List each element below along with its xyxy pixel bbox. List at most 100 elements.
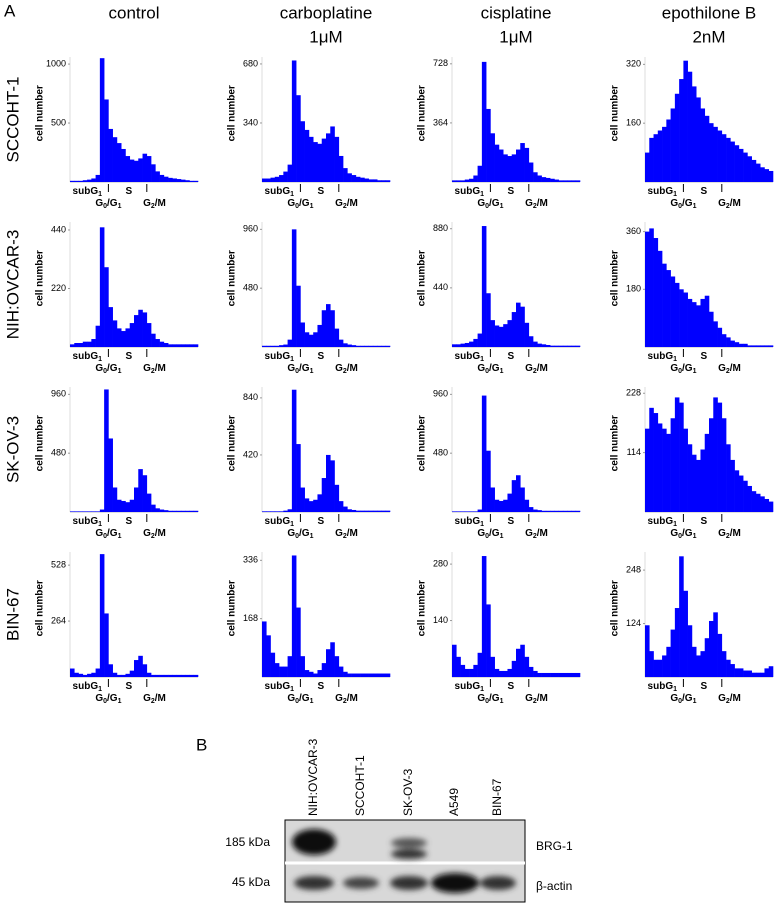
phase-label-part: 1: [480, 521, 484, 528]
histogram-bar: [360, 510, 365, 512]
histogram-bar: [381, 673, 387, 677]
histogram-bar: [304, 332, 310, 347]
phase-label-part: G: [287, 528, 295, 539]
phase-label: G2/M: [525, 693, 548, 706]
histogram-bar: [507, 320, 513, 347]
histogram-bar: [287, 509, 293, 512]
histogram-bar: [516, 475, 521, 512]
histogram-bar: [683, 60, 688, 183]
phase-label-part: 1: [98, 356, 102, 363]
phase-label: G2/M: [335, 693, 358, 706]
histogram-bar: [730, 664, 735, 677]
phase-label-part: /G: [489, 198, 500, 209]
histogram-bar: [743, 343, 748, 347]
histogram-bar: [721, 134, 727, 182]
histogram-bar: [503, 154, 508, 182]
histogram-bar: [138, 309, 143, 347]
histogram-bar: [747, 345, 752, 347]
histogram-bar: [456, 656, 461, 677]
histogram-bar: [185, 344, 190, 347]
histogram-bar: [270, 345, 276, 347]
phase-label-part: S: [508, 516, 515, 527]
histogram-bar: [300, 656, 305, 677]
phase-label: S: [318, 351, 325, 362]
histogram-bar: [82, 180, 88, 182]
phase-label-part: subG: [265, 516, 291, 527]
histogram-bar: [99, 58, 105, 182]
phase-label-part: 2: [726, 698, 730, 705]
histogram-bar: [477, 509, 483, 512]
histogram-bar: [507, 668, 513, 677]
phase-label-part: G: [95, 528, 103, 539]
histogram-bar: [368, 510, 374, 512]
phase-label-part: 0: [678, 368, 682, 375]
histogram-bar: [507, 156, 513, 182]
histogram-bar: [351, 673, 357, 677]
histogram-bar: [670, 276, 676, 347]
y-axis-label: cell number: [417, 415, 428, 471]
histogram-bar: [717, 130, 723, 182]
histogram-bar: [473, 664, 478, 677]
phase-label: G2/M: [335, 363, 358, 376]
histogram-bar: [537, 510, 542, 512]
histogram-bar: [146, 672, 152, 677]
histogram-bar: [768, 170, 774, 182]
y-tick-label: 320: [626, 59, 641, 69]
histogram-bar: [490, 133, 495, 182]
histogram-bar: [82, 674, 88, 677]
histogram-bar: [755, 672, 761, 677]
histogram-bar: [385, 345, 391, 347]
histogram-bar: [176, 179, 182, 182]
histogram-bar: [338, 501, 344, 512]
histogram-bar: [283, 510, 288, 512]
phase-label: subG1: [455, 351, 485, 364]
histogram-bar: [99, 509, 105, 512]
phase-label-part: /M: [155, 363, 166, 374]
phase-label-part: G: [525, 363, 533, 374]
histogram-bar: [172, 674, 177, 677]
phase-label-part: G: [95, 693, 103, 704]
phase-label: G2/M: [335, 198, 358, 211]
y-tick-label: 124: [626, 618, 641, 628]
histogram-bar: [653, 659, 659, 677]
histogram-bar: [91, 672, 96, 677]
histogram-bar: [649, 228, 654, 347]
histogram-bar: [490, 656, 495, 677]
histogram-bar: [180, 674, 186, 677]
histogram-bar: [368, 179, 374, 182]
histogram-bar: [709, 123, 714, 182]
phase-label-part: G: [477, 693, 485, 704]
histogram-bar: [558, 672, 564, 677]
phase-label: S: [126, 351, 133, 362]
phase-label-part: G: [525, 528, 533, 539]
lane-label: SCCOHT-1: [353, 755, 367, 816]
phase-label-part: /G: [299, 363, 310, 374]
histogram-bar: [649, 407, 654, 512]
phase-label-part: /G: [682, 198, 693, 209]
histogram-bar: [360, 177, 365, 182]
histogram-bar: [473, 511, 478, 512]
histogram-bar: [176, 510, 182, 512]
phase-label-part: /M: [730, 693, 741, 704]
histogram-bar: [516, 302, 521, 347]
phase-label-part: S: [318, 186, 325, 197]
histogram-bar: [155, 339, 160, 347]
histogram-bar: [138, 655, 143, 677]
histogram-bar: [709, 620, 714, 677]
histogram-bar: [511, 154, 517, 182]
histogram-bar: [355, 510, 361, 512]
histogram-bar: [730, 340, 735, 347]
histogram-bar: [368, 345, 374, 347]
band: [391, 838, 427, 848]
histogram-bar: [372, 510, 378, 512]
phase-label: subG1: [648, 351, 678, 364]
histogram-bar: [679, 289, 684, 347]
histogram-bar: [159, 341, 165, 347]
phase-label-part: 2: [533, 698, 537, 705]
phase-label: G0/G1: [95, 693, 121, 706]
histogram-bar: [151, 674, 156, 677]
histogram-bar: [296, 444, 301, 512]
histogram-bar: [567, 180, 572, 182]
histogram-bar: [524, 499, 530, 512]
